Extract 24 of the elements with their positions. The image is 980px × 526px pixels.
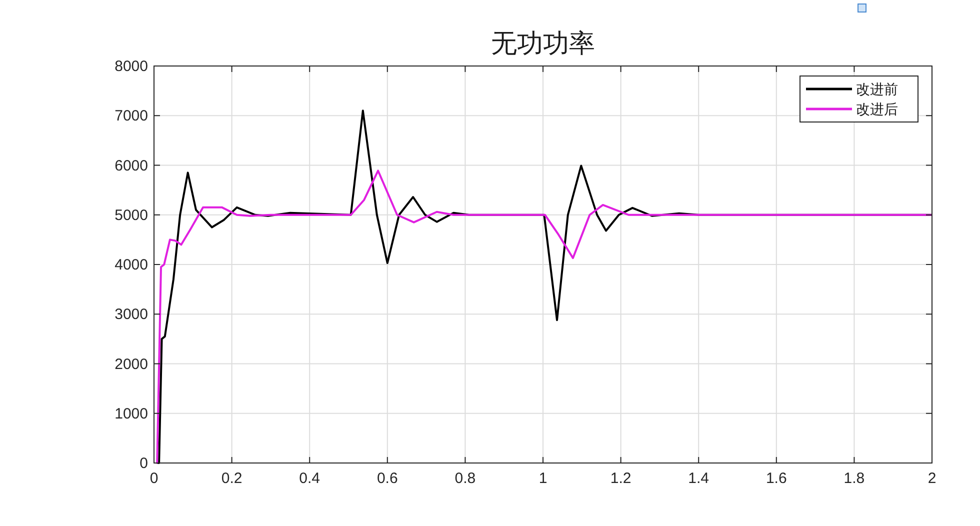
y-tick-label: 8000 (114, 58, 148, 75)
legend-label: 改进后 (856, 101, 898, 117)
line-series (156, 170, 932, 464)
y-tick-label: 0 (140, 455, 148, 472)
legend-label: 改进前 (856, 81, 898, 97)
y-tick-label: 7000 (114, 108, 148, 125)
y-tick-label: 5000 (114, 206, 148, 224)
y-tick-label: 2000 (114, 356, 148, 373)
x-tick-label: 0.6 (376, 470, 398, 487)
x-tick-label: 0.2 (221, 470, 242, 487)
y-tick-label: 3000 (114, 306, 148, 324)
x-tick-label: 1 (538, 470, 548, 487)
x-tick-label: 0 (150, 470, 158, 487)
x-tick-label: 2 (928, 470, 936, 487)
x-tick-label: 0.8 (454, 470, 476, 487)
chart-title: 无功功率 (491, 28, 595, 58)
x-tick-label: 1.6 (766, 470, 787, 487)
x-tick-label: 1.2 (610, 470, 632, 487)
y-tick-label: 1000 (114, 405, 148, 422)
y-tick-label: 6000 (114, 157, 148, 174)
x-tick-label: 1.4 (688, 470, 710, 487)
y-tick-label: 4000 (114, 256, 148, 274)
x-tick-label: 1.8 (844, 470, 865, 487)
x-tick-label: 0.4 (299, 470, 320, 487)
